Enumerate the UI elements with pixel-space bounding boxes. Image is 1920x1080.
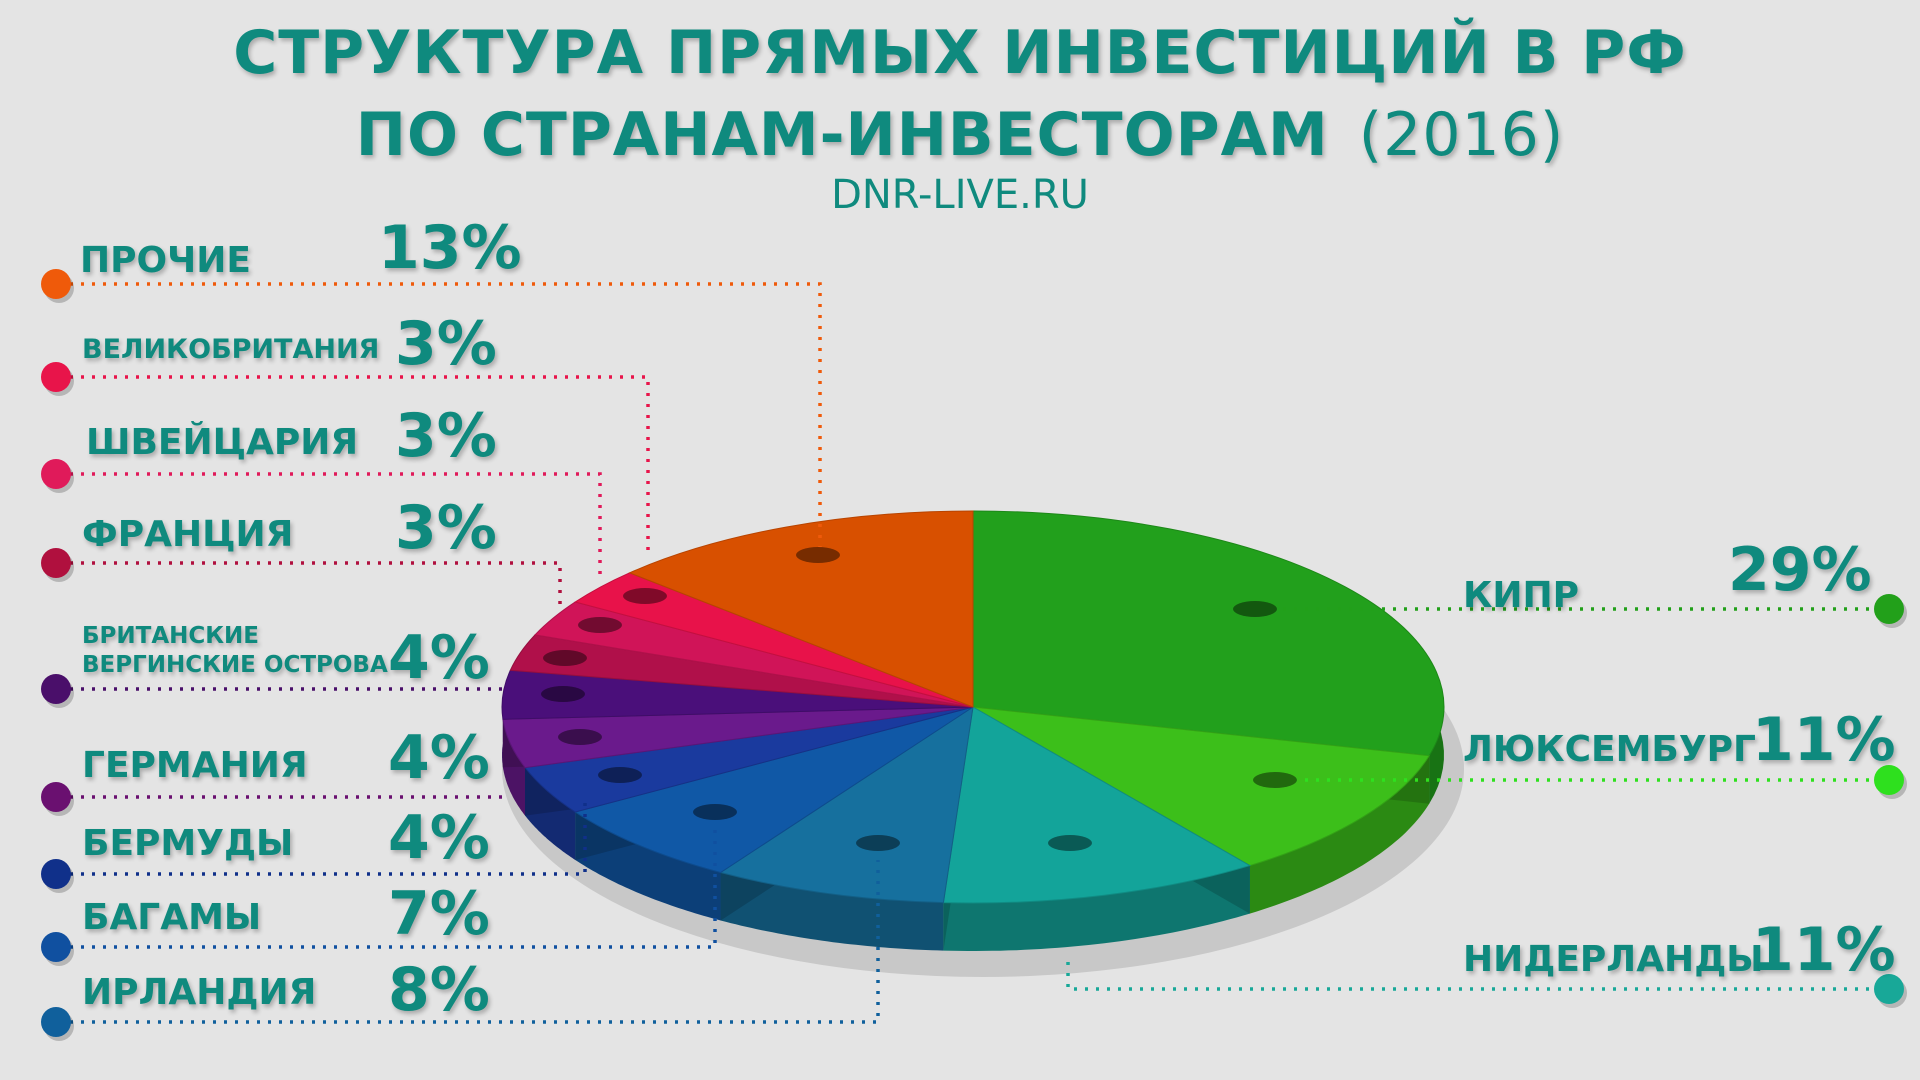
slice-label: НИДЕРЛАНДЫ xyxy=(1463,939,1764,980)
slice-label: ФРАНЦИЯ xyxy=(82,514,294,555)
slice-label: ГЕРМАНИЯ xyxy=(82,745,308,786)
slice-label: БАГАМЫ xyxy=(82,897,262,938)
slice-marker xyxy=(578,617,622,633)
pie-slice-2 xyxy=(972,706,1431,867)
slice-value-label: 11% xyxy=(1752,705,1896,775)
slice-marker xyxy=(796,547,840,563)
leader-line xyxy=(70,561,562,605)
legend-dot xyxy=(41,932,71,962)
slice-label: ВЕЛИКОБРИТАНИЯ xyxy=(82,334,380,365)
slice-label: БРИТАНСКИЕ ВЕРГИНСКИЕ ОСТРОВА xyxy=(82,622,388,680)
slice-label: КИПР xyxy=(1463,575,1580,616)
legend-dot xyxy=(41,362,71,392)
legend-dot xyxy=(41,674,71,704)
slice-value-label: 11% xyxy=(1752,915,1896,985)
slice-marker xyxy=(1253,772,1297,788)
slice-label: ЛЮКСЕМБУРГ xyxy=(1463,729,1756,770)
leader-line xyxy=(70,472,602,580)
pie-slice-5 xyxy=(574,706,974,874)
pie-slice-12 xyxy=(628,510,974,708)
title-year: (2016) xyxy=(1358,100,1565,170)
slice-marker xyxy=(856,835,900,851)
slice-label-line: ВЕРГИНСКИЕ ОСТРОВА xyxy=(82,651,388,678)
slice-value-label: 3% xyxy=(395,493,497,563)
slice-value-label: 29% xyxy=(1728,535,1872,605)
slice-value-label: 3% xyxy=(395,309,497,379)
slice-label: БЕРМУДЫ xyxy=(82,823,294,864)
slice-marker xyxy=(558,729,602,745)
legend-dot xyxy=(1874,974,1904,1004)
leader-line xyxy=(70,860,880,1024)
pie-slice-side xyxy=(720,872,944,951)
chart-title-line2: ПО СТРАНАМ-ИНВЕСТОРАМ (2016) xyxy=(0,100,1920,170)
slice-value-label: 7% xyxy=(388,879,490,949)
pie-slice-side xyxy=(943,865,1250,951)
legend-dot xyxy=(41,1007,71,1037)
slice-marker xyxy=(693,804,737,820)
legend-dot xyxy=(41,269,71,299)
legend-dot xyxy=(41,782,71,812)
slice-label: ИРЛАНДИЯ xyxy=(82,972,317,1013)
slice-value-label: 3% xyxy=(395,401,497,471)
slice-value-label: 4% xyxy=(388,623,490,693)
slice-value-label: 4% xyxy=(388,723,490,793)
leader-line xyxy=(70,282,822,552)
pie-slice-3 xyxy=(942,706,1252,904)
pie-slice-4 xyxy=(719,705,974,904)
slice-label: ПРОЧИЕ xyxy=(80,240,251,281)
slice-value-label: 4% xyxy=(388,803,490,873)
legend-dot xyxy=(41,548,71,578)
slice-marker xyxy=(543,650,587,666)
slice-label-line: БРИТАНСКИЕ xyxy=(82,623,260,649)
slice-marker xyxy=(1048,835,1092,851)
title-line2-text: ПО СТРАНАМ-ИНВЕСТОРАМ xyxy=(355,100,1329,170)
chart-title-line1: СТРУКТУРА ПРЯМЫХ ИНВЕСТИЦИЙ В РФ xyxy=(233,18,1687,88)
slice-value-label: 8% xyxy=(388,955,490,1025)
legend-dot xyxy=(41,859,71,889)
source-label: DNR-LIVE.RU xyxy=(831,172,1089,218)
slice-value-label: 13% xyxy=(378,213,522,283)
leader-line xyxy=(70,375,650,550)
slice-marker xyxy=(541,686,585,702)
slice-marker xyxy=(598,767,642,783)
pie-slice-1 xyxy=(972,510,1445,757)
pie-slice-side xyxy=(1249,755,1430,914)
slice-marker xyxy=(1233,601,1277,617)
slice-label: ШВЕЙЦАРИЯ xyxy=(86,422,359,463)
slice-marker xyxy=(623,588,667,604)
legend-dot xyxy=(1874,594,1904,624)
legend-dot xyxy=(1874,765,1904,795)
legend-dot xyxy=(41,459,71,489)
